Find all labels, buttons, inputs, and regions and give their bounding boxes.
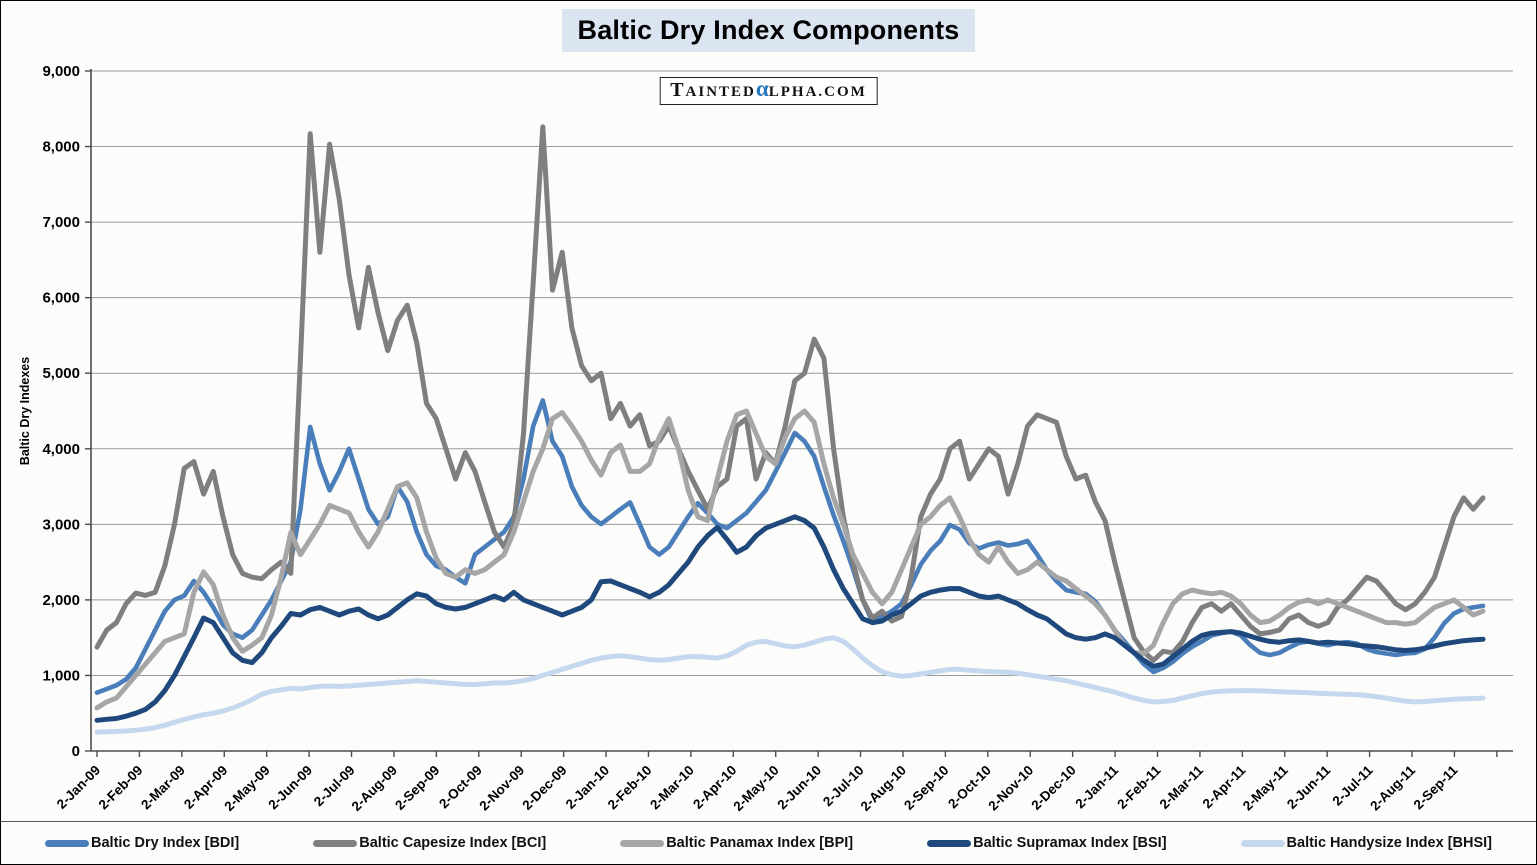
y-axis-title: Baltic Dry Indexes bbox=[18, 357, 32, 465]
y-axis-tick-label: 7,000 bbox=[42, 214, 80, 231]
x-axis-tick-label: 2-May-10 bbox=[730, 763, 781, 814]
x-axis-tick-label: 2-Sep-09 bbox=[392, 763, 442, 813]
series-line-bsi bbox=[94, 514, 1486, 723]
y-axis-tick-label: 3,000 bbox=[42, 516, 80, 533]
y-axis-tick-label: 5,000 bbox=[42, 365, 80, 382]
chart-title: Baltic Dry Index Components bbox=[561, 9, 976, 52]
x-axis-tick-label: 2-Dec-09 bbox=[519, 763, 569, 813]
x-axis-tick-label: 2-Mar-09 bbox=[138, 763, 188, 813]
x-axis-tick-label: 2-Mar-10 bbox=[647, 763, 697, 813]
y-axis-tick-label: 8,000 bbox=[42, 139, 80, 156]
legend-label-bhsi: Baltic Handysize Index [BHSI] bbox=[1286, 835, 1492, 851]
x-axis-tick-label: 2-Mar-11 bbox=[1157, 762, 1207, 812]
x-axis-tick-label: 2-Dec-10 bbox=[1028, 763, 1078, 813]
legend-swatch-bsi bbox=[927, 839, 972, 847]
x-axis-tick-label: 2-Aug-09 bbox=[349, 763, 400, 814]
alpha-glyph: α bbox=[755, 76, 769, 101]
x-axis-tick-label: 2-Sep-10 bbox=[901, 763, 951, 813]
x-axis-tick-label: 2-Feb-09 bbox=[96, 763, 146, 813]
legend-swatch-bci bbox=[313, 839, 358, 847]
legend-divider bbox=[1, 821, 1536, 822]
x-axis-tick-label: 2-Sep-11 bbox=[1411, 762, 1461, 812]
y-axis-tick-label: 0 bbox=[72, 743, 80, 760]
watermark-text: T bbox=[670, 79, 686, 101]
x-axis-tick-label: 2-Feb-10 bbox=[605, 763, 655, 813]
legend-label-bsi: Baltic Supramax Index [BSI] bbox=[973, 835, 1167, 851]
x-axis-tick-label: 2-Nov-10 bbox=[985, 763, 1036, 814]
legend-item-bsi: Baltic Supramax Index [BSI] bbox=[927, 835, 1167, 851]
series-line-bci bbox=[94, 124, 1486, 663]
x-axis-tick-label: 2-Jun-10 bbox=[774, 763, 824, 813]
legend-item-bhsi: Baltic Handysize Index [BHSI] bbox=[1240, 835, 1492, 851]
chart-title-wrap: Baltic Dry Index Components bbox=[1, 9, 1536, 52]
x-axis-tick-label: 2-Aug-11 bbox=[1367, 762, 1418, 813]
legend-item-bdi: Baltic Dry Index [BDI] bbox=[45, 835, 239, 851]
x-axis-tick-label: 2-Aug-10 bbox=[858, 763, 909, 814]
x-axis-tick-label: 2-Nov-09 bbox=[476, 763, 527, 814]
legend-swatch-bhsi bbox=[1240, 839, 1285, 847]
x-axis-tick-label: 2-Jan-11 bbox=[1072, 762, 1121, 811]
legend-item-bpi: Baltic Panamax Index [BPI] bbox=[620, 835, 853, 851]
legend-item-bci: Baltic Capesize Index [BCI] bbox=[313, 835, 546, 851]
y-axis-tick-label: 1,000 bbox=[42, 667, 80, 684]
y-axis-tick-label: 9,000 bbox=[42, 63, 80, 80]
legend-swatch-bpi bbox=[620, 839, 665, 847]
legend-label-bdi: Baltic Dry Index [BDI] bbox=[91, 835, 240, 851]
x-axis-tick-label: 2-Jan-10 bbox=[563, 763, 612, 812]
y-axis-tick-label: 4,000 bbox=[42, 441, 80, 458]
legend: Baltic Dry Index [BDI] Baltic Capesize In… bbox=[1, 822, 1536, 864]
watermark-text: LPHA.COM bbox=[768, 84, 867, 100]
y-axis-tick-label: 6,000 bbox=[42, 290, 80, 307]
watermark-text: AINTED bbox=[685, 84, 756, 100]
legend-label-bpi: Baltic Panamax Index [BPI] bbox=[666, 835, 854, 851]
x-axis-tick-label: 2-Feb-11 bbox=[1114, 762, 1164, 812]
watermark: TAINTEDαLPHA.COM bbox=[659, 77, 878, 105]
x-axis-tick-label: 2-May-09 bbox=[221, 763, 272, 814]
plot-area: 0 1,000 2,000 3,000 4,000 5,000 6,000 7,000 8,00… bbox=[18, 63, 1513, 814]
legend-label-bci: Baltic Capesize Index [BCI] bbox=[359, 835, 547, 851]
legend-swatch-bdi bbox=[45, 839, 89, 847]
x-axis-tick-label: 2-Jun-09 bbox=[265, 763, 315, 813]
x-axis-tick-label: 2-Jun-11 bbox=[1284, 762, 1334, 812]
series-line-bdi bbox=[94, 398, 1486, 695]
y-axis-tick-label: 2,000 bbox=[42, 592, 80, 609]
x-axis-tick-label: 2-Jan-09 bbox=[54, 763, 103, 812]
series-line-bpi bbox=[94, 408, 1486, 711]
x-axis-tick-label: 2-May-11 bbox=[1240, 762, 1291, 813]
series-line-bhsi bbox=[94, 635, 1486, 735]
